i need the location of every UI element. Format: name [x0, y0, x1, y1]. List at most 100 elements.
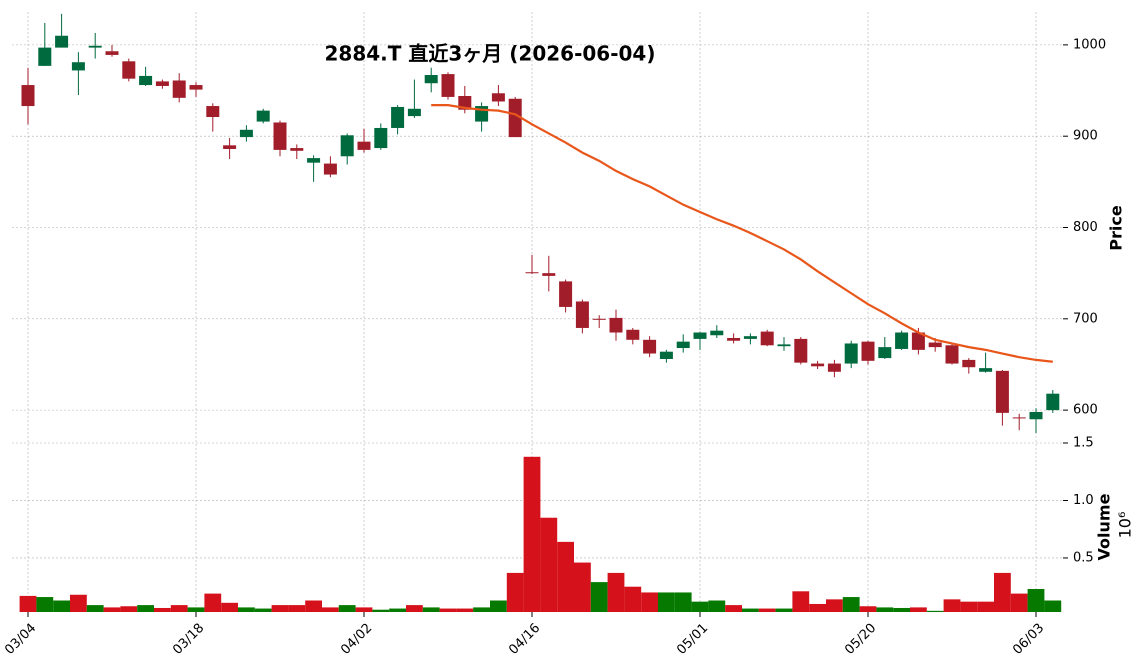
candle-body	[911, 332, 925, 350]
candle-body	[878, 347, 892, 359]
candle-body	[273, 122, 287, 150]
volume-bar	[691, 601, 709, 612]
y-tick-label: 1000	[1073, 37, 1106, 52]
volume-bar	[792, 591, 810, 612]
candle-body	[189, 85, 203, 90]
candle-body	[105, 51, 119, 55]
y-tick-label: 800	[1073, 220, 1098, 235]
volume-bar	[590, 582, 608, 612]
volume-bar	[775, 608, 793, 612]
volume-bar	[1010, 593, 1028, 612]
volume-bar	[1027, 589, 1045, 612]
volume-bar	[221, 602, 238, 612]
volume-bar	[607, 572, 625, 612]
volume-bar	[86, 605, 104, 612]
candle-body	[38, 47, 52, 66]
candle-body	[693, 332, 707, 339]
candle-body	[88, 45, 102, 48]
candle-body	[659, 351, 673, 359]
candle-body	[391, 106, 405, 128]
candle-body	[1029, 411, 1043, 420]
volume-bar	[994, 572, 1011, 612]
candle-body	[727, 337, 741, 341]
volume-bar	[456, 608, 474, 612]
candle-body	[827, 363, 841, 372]
candle-body	[340, 135, 354, 157]
volume-bar	[372, 609, 390, 612]
volume-bar	[960, 601, 978, 612]
volume-bar	[557, 541, 574, 612]
volume-bar	[943, 599, 961, 612]
candle-body	[223, 145, 237, 149]
volume-bar	[170, 605, 188, 612]
volume-tick-label: 1.5	[1073, 436, 1094, 451]
x-tick-label: 05/20	[842, 621, 879, 658]
volume-exponent: 10⁶	[1116, 512, 1135, 539]
candle-body	[895, 332, 909, 349]
candle-body	[1046, 393, 1060, 411]
candle-body	[676, 341, 690, 349]
x-tick-label: 04/02	[338, 621, 375, 658]
volume-bar	[826, 599, 843, 612]
candle-body	[861, 341, 875, 361]
chart-title: 2884.T 直近3ヶ月 (2026-06-04)	[325, 42, 656, 66]
volume-bar	[926, 610, 944, 612]
candle-body	[55, 35, 69, 48]
candle-body	[357, 141, 371, 150]
volume-bar	[490, 600, 507, 612]
volume-bar	[36, 597, 54, 612]
volume-bar	[355, 607, 373, 612]
candle-body	[374, 127, 388, 149]
volume-tick-label: 1.0	[1073, 493, 1094, 508]
volume-bar	[103, 607, 121, 612]
candle-body	[21, 85, 35, 107]
candle-body	[172, 80, 186, 98]
volume-bar	[120, 606, 138, 612]
candle-body	[811, 363, 825, 367]
volume-bar	[910, 607, 927, 612]
candle-body	[307, 158, 321, 163]
candle-body	[609, 317, 623, 333]
volume-bar	[506, 572, 524, 612]
candle-body	[139, 75, 153, 86]
x-tick-label: 05/01	[674, 621, 711, 658]
x-tick-label: 03/18	[170, 621, 207, 658]
candle-body	[962, 359, 976, 368]
volume-bar	[658, 592, 675, 612]
volume-bar	[439, 608, 457, 612]
candle-body	[407, 108, 421, 117]
candle-body	[626, 329, 640, 340]
candle-body	[122, 61, 136, 79]
volume-bar	[406, 605, 423, 612]
candle-body	[777, 344, 791, 347]
candle-body	[542, 273, 556, 276]
moving-average-line	[431, 104, 1053, 363]
y-tick-label: 600	[1073, 403, 1098, 418]
candle-body	[290, 148, 304, 151]
volume-bar	[288, 605, 306, 612]
volume-bar	[859, 606, 877, 612]
volume-bar	[742, 608, 759, 612]
candle-body	[441, 74, 455, 97]
candle-body	[743, 336, 757, 339]
candle-body	[710, 330, 724, 336]
candle-body	[844, 343, 858, 364]
volume-bar	[674, 592, 692, 612]
y-axis-label: Price	[1107, 205, 1126, 251]
candle-body	[239, 129, 253, 138]
volume-bar	[322, 607, 339, 612]
volume-bar	[271, 605, 289, 612]
volume-bar	[893, 607, 910, 612]
volume-bar	[842, 597, 860, 612]
volume-bar	[305, 600, 322, 612]
candle-body	[71, 62, 85, 71]
volume-bar	[53, 600, 70, 612]
candle-body	[928, 342, 942, 348]
volume-tick-label: 0.5	[1073, 550, 1094, 565]
volume-bar	[338, 605, 356, 612]
volume-bar	[254, 608, 272, 612]
candle-body	[155, 81, 169, 86]
volume-bar	[187, 607, 205, 612]
x-tick-label: 03/04	[2, 621, 39, 658]
